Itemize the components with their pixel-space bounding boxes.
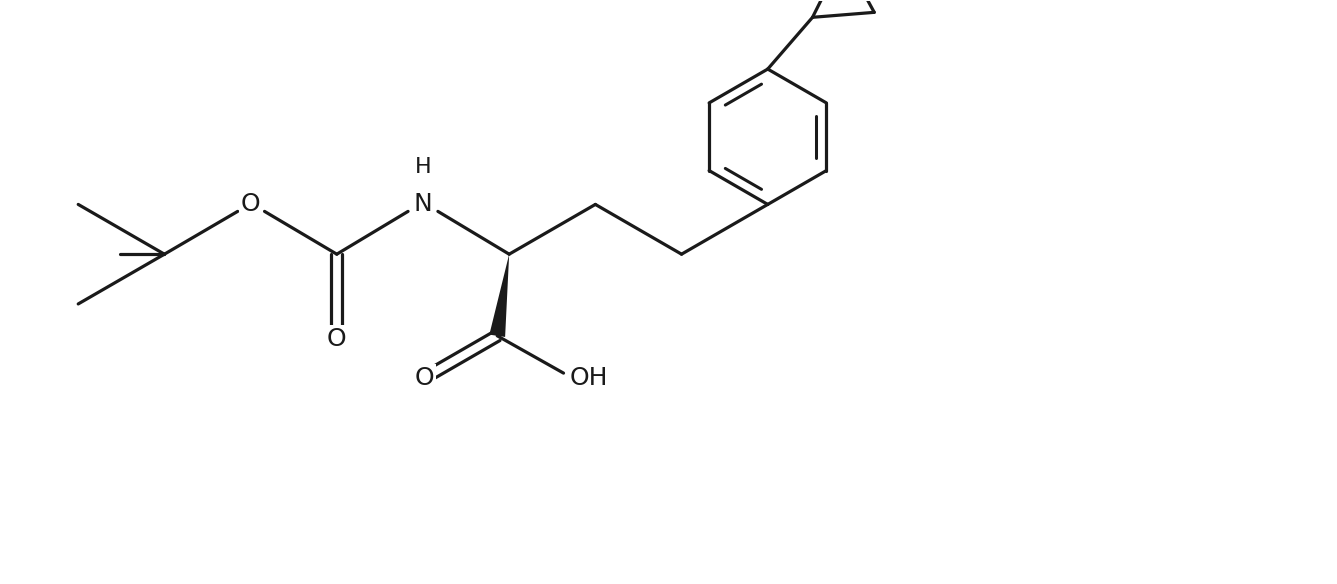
Text: O: O: [241, 192, 261, 217]
Text: O: O: [414, 366, 433, 390]
Polygon shape: [489, 254, 509, 337]
Text: O: O: [328, 327, 346, 351]
Text: H: H: [414, 157, 432, 176]
Text: N: N: [413, 192, 432, 217]
Text: OH: OH: [570, 366, 607, 390]
